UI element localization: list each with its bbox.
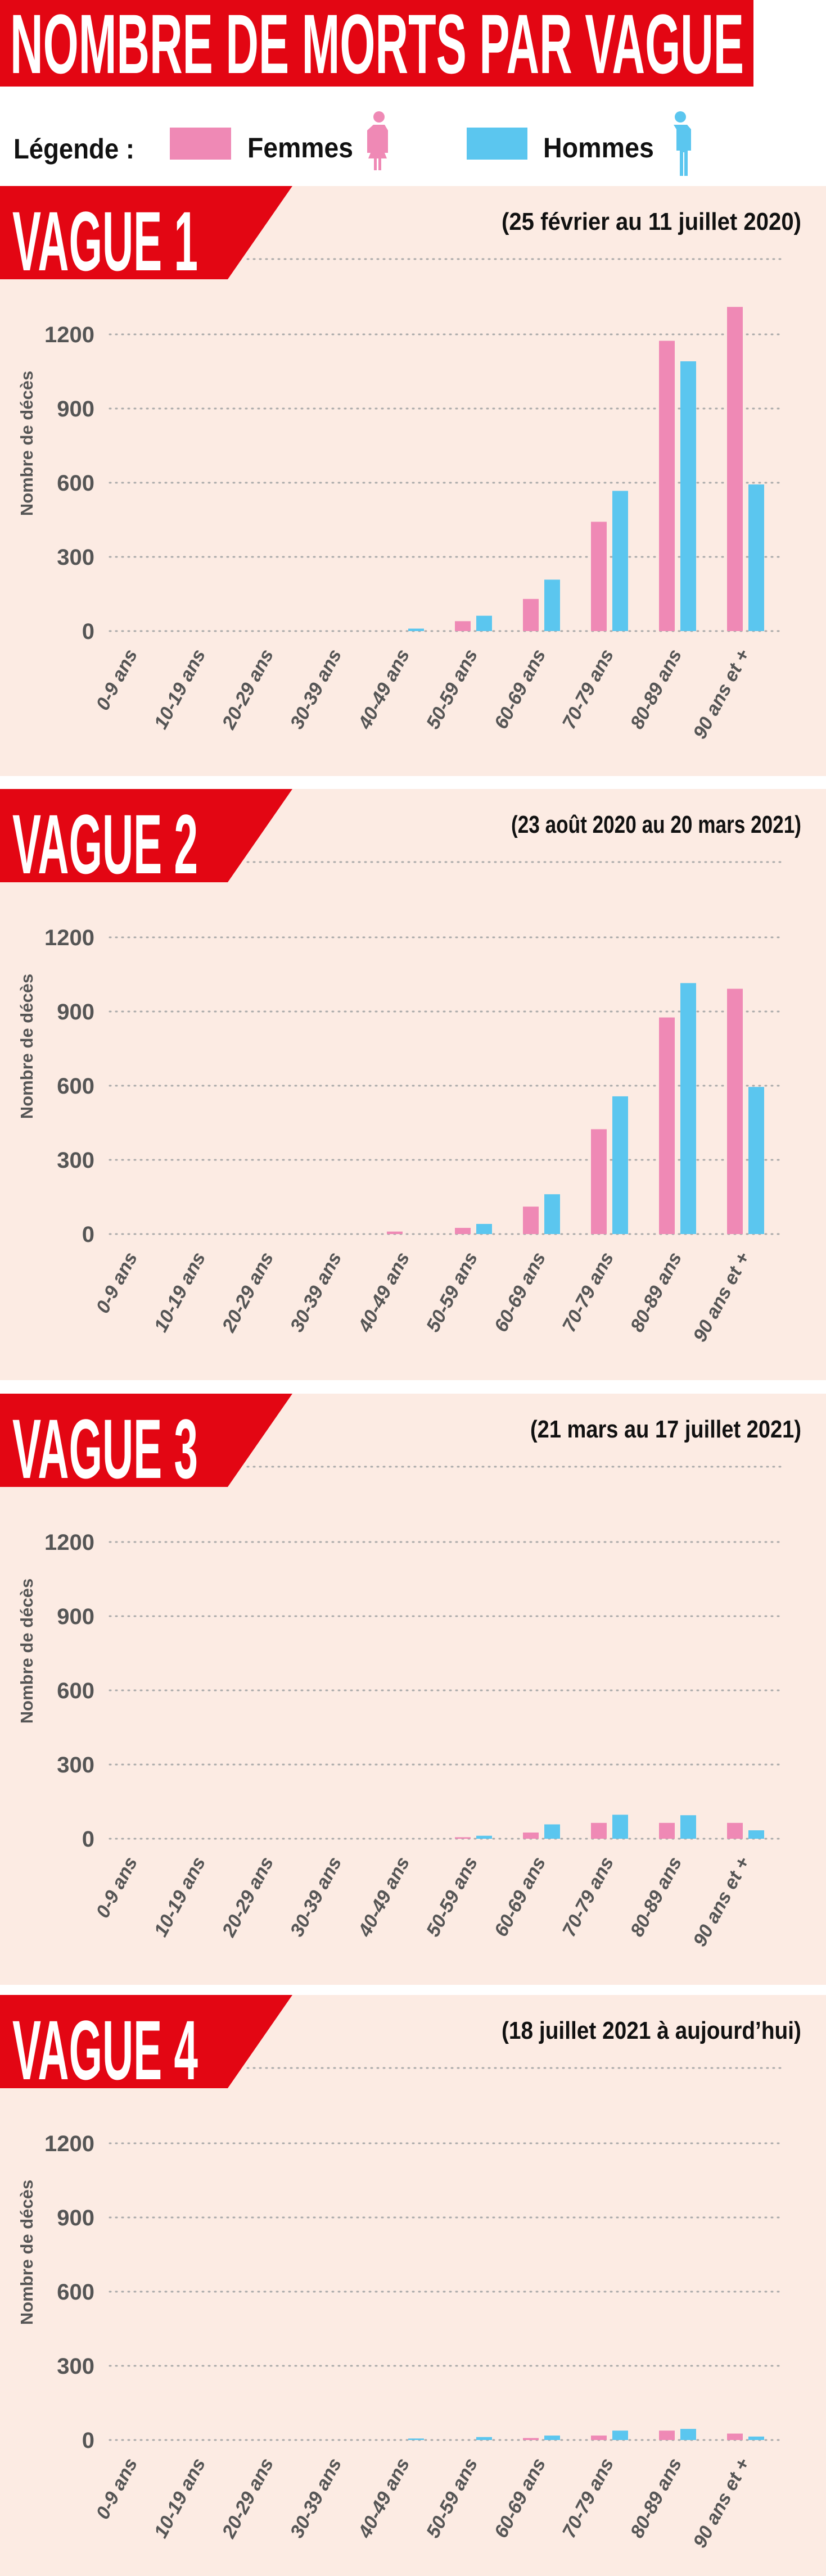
bar-hommes-50-59-ans xyxy=(476,2437,492,2440)
y-tick-label: 0 xyxy=(82,1222,94,1247)
bar-femmes-50-59-ans xyxy=(455,621,471,631)
bar-hommes-40-49-ans xyxy=(408,628,424,631)
bar-hommes-50-59-ans xyxy=(476,615,492,631)
wave-tag xyxy=(0,1394,292,1487)
chart-background xyxy=(0,1995,826,2576)
bar-femmes-90-ans-et-+ xyxy=(727,988,743,1234)
bar-hommes-70-79-ans xyxy=(612,491,628,631)
y-tick-label: 300 xyxy=(57,1148,94,1173)
bar-femmes-60-69-ans xyxy=(523,1207,539,1234)
bar-hommes-90-ans-et-+ xyxy=(748,484,764,631)
bar-hommes-80-89-ans xyxy=(680,2429,696,2440)
y-tick-label: 900 xyxy=(57,1000,94,1024)
woman-icon xyxy=(367,111,388,170)
bar-femmes-80-89-ans xyxy=(659,2430,675,2440)
bar-femmes-70-79-ans xyxy=(591,2436,607,2440)
y-tick-label: 1200 xyxy=(44,1530,94,1555)
wave-title: VAGUE 3 xyxy=(12,1402,198,1496)
bar-femmes-60-69-ans xyxy=(523,598,539,631)
wave-tag xyxy=(0,186,292,279)
legend-swatch-women xyxy=(170,128,231,160)
y-tick-label: 900 xyxy=(57,1604,94,1629)
wave-tag xyxy=(0,1995,292,2088)
bar-femmes-70-79-ans xyxy=(591,1129,607,1234)
y-tick-label: 0 xyxy=(82,2428,94,2453)
bar-hommes-60-69-ans xyxy=(544,1194,560,1234)
bar-hommes-90-ans-et-+ xyxy=(748,1087,764,1234)
bar-femmes-90-ans-et-+ xyxy=(727,307,743,631)
bar-femmes-60-69-ans xyxy=(523,1833,539,1839)
man-icon xyxy=(674,111,691,176)
wave-date-range: (18 juillet 2021 à aujourd’hui) xyxy=(502,2017,801,2044)
bar-femmes-90-ans-et-+ xyxy=(727,2433,743,2440)
bar-hommes-70-79-ans xyxy=(612,2430,628,2440)
y-tick-label: 1200 xyxy=(44,926,94,950)
bar-hommes-60-69-ans xyxy=(544,2436,560,2440)
page-title: NOMBRE DE MORTS PAR VAGUE xyxy=(10,0,744,91)
y-axis-label: Nombre de décès xyxy=(17,974,37,1119)
wave-date-range: (21 mars au 17 juillet 2021) xyxy=(530,1416,801,1443)
bar-hommes-50-59-ans xyxy=(476,1223,492,1234)
chart-background xyxy=(0,1394,826,1985)
bar-hommes-80-89-ans xyxy=(680,1815,696,1839)
legend-women-label: Femmes xyxy=(247,132,353,164)
bar-femmes-70-79-ans xyxy=(591,1822,607,1839)
bar-femmes-50-59-ans xyxy=(455,1837,471,1839)
bar-hommes-60-69-ans xyxy=(544,579,560,631)
bar-femmes-80-89-ans xyxy=(659,341,675,631)
y-tick-label: 0 xyxy=(82,619,94,644)
legend-label: Légende : xyxy=(13,133,134,165)
y-tick-label: 1200 xyxy=(44,2131,94,2156)
y-tick-label: 1200 xyxy=(44,323,94,347)
y-tick-label: 600 xyxy=(57,1679,94,1703)
legend-men-label: Hommes xyxy=(543,132,654,164)
bar-hommes-40-49-ans xyxy=(408,2438,424,2440)
wave-chart-2: VAGUE 2 (23 août 2020 au 20 mars 2021) 0 30… xyxy=(0,789,826,1380)
y-tick-label: 300 xyxy=(57,545,94,570)
y-axis-label: Nombre de décès xyxy=(17,2180,37,2325)
bar-femmes-80-89-ans xyxy=(659,1822,675,1839)
header: NOMBRE DE MORTS PAR VAGUE Légende : Femm… xyxy=(0,0,753,176)
wave-chart-3: VAGUE 3 (21 mars au 17 juillet 2021) 0 300 6… xyxy=(0,1394,826,1985)
y-tick-label: 600 xyxy=(57,471,94,496)
wave-tag xyxy=(0,789,292,882)
wave-chart-4: VAGUE 4 (18 juillet 2021 à aujourd’hui) 0 3… xyxy=(0,1995,826,2576)
y-tick-label: 900 xyxy=(57,2206,94,2230)
y-axis-label: Nombre de décès xyxy=(17,1579,37,1724)
bar-hommes-80-89-ans xyxy=(680,983,696,1234)
wave-title: VAGUE 4 xyxy=(12,2003,198,2097)
bar-femmes-40-49-ans xyxy=(387,1231,403,1234)
wave-date-range: (23 août 2020 au 20 mars 2021) xyxy=(511,811,801,838)
wave-title: VAGUE 1 xyxy=(12,194,198,288)
bar-femmes-80-89-ans xyxy=(659,1017,675,1234)
bar-femmes-60-69-ans xyxy=(523,2438,539,2440)
bar-femmes-90-ans-et-+ xyxy=(727,1822,743,1839)
bar-femmes-70-79-ans xyxy=(591,521,607,631)
bar-hommes-90-ans-et-+ xyxy=(748,1830,764,1839)
bar-hommes-80-89-ans xyxy=(680,361,696,631)
y-tick-label: 0 xyxy=(82,1827,94,1852)
legend-swatch-men xyxy=(467,128,527,160)
title-banner xyxy=(0,0,753,87)
wave-title: VAGUE 2 xyxy=(12,797,198,891)
bar-hommes-50-59-ans xyxy=(476,1835,492,1839)
bar-hommes-70-79-ans xyxy=(612,1096,628,1234)
bar-hommes-60-69-ans xyxy=(544,1824,560,1839)
y-tick-label: 600 xyxy=(57,2280,94,2305)
y-tick-label: 300 xyxy=(57,1753,94,1777)
y-tick-label: 300 xyxy=(57,2354,94,2379)
bar-femmes-50-59-ans xyxy=(455,1228,471,1234)
wave-date-range: (25 février au 11 juillet 2020) xyxy=(502,208,801,235)
bar-hommes-70-79-ans xyxy=(612,1815,628,1839)
bar-hommes-90-ans-et-+ xyxy=(748,2436,764,2440)
y-tick-label: 900 xyxy=(57,397,94,421)
wave-chart-1: VAGUE 1 (25 février au 11 juillet 2020) 0 3… xyxy=(0,186,826,776)
y-tick-label: 600 xyxy=(57,1074,94,1099)
y-axis-label: Nombre de décès xyxy=(17,371,37,516)
